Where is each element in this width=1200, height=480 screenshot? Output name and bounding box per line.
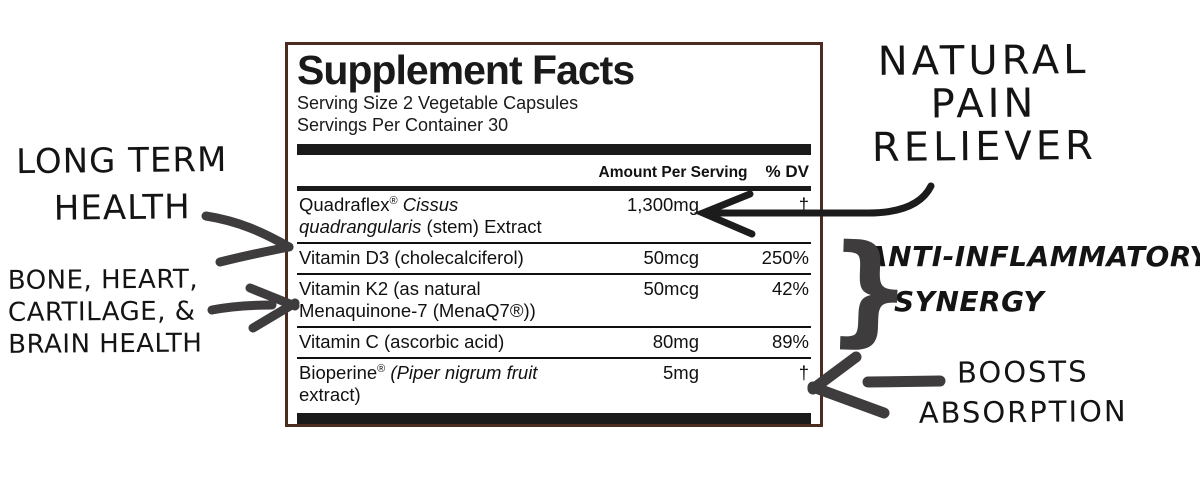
table-row: Vitamin K2 (as natural Menaquinone-7 (Men… [297,273,811,326]
annotation-bone-heart-health: BONE, HEART, CARTILAGE, & BRAIN HEALTH [8,263,254,361]
table-row: Vitamin D3 (cholecalciferol) 50mcg 250% [297,242,811,273]
annotation-line: BRAIN HEALTH [8,328,203,360]
annotation-line: BONE, HEART, [7,264,199,296]
servings-per-container: Servings Per Container 30 [297,114,509,135]
ingredient-name: Bioperine® (Piper nigrum fruit extract) [299,362,538,405]
annotation-anti-inflammatory-synergy: ANTI-INFLAMMATORY SYNERGY [866,234,1200,324]
ingredient-amount: 80mg [652,331,699,352]
ingredient-dv: † [798,194,809,215]
annotation-line: ABSORPTION [918,394,1128,430]
ingredient-name: Vitamin D3 (cholecalciferol) [299,247,524,268]
serving-size: Serving Size 2 Vegetable Capsules [297,93,579,113]
column-headers: Amount Per Serving % DV [297,155,811,186]
ingredient-dv: 42% [771,278,809,299]
facts-rows: Quadraflex® Cissus quadrangularis (stem) … [297,191,811,410]
ingredient-name: Vitamin C (ascorbic acid) [299,331,505,352]
annotation-line: RELIEVER [871,123,1097,171]
ingredient-name: Quadraflex® Cissus quadrangularis (stem) … [299,194,542,237]
annotation-line: LONG TERM [15,139,228,183]
table-row: Bioperine® (Piper nigrum fruit extract) 5… [297,357,811,410]
annotation-line: PAIN [930,80,1038,128]
annotation-boosts-absorption: BOOSTS ABSORPTION [880,351,1167,433]
ingredient-dv: 250% [761,247,809,268]
ingredient-amount: 50mcg [643,247,699,268]
ingredient-dv: 89% [771,331,809,352]
ingredient-amount: 5mg [663,362,699,383]
annotation-line: BOOSTS [956,354,1089,390]
divider-thick-bottom [297,413,811,424]
panel-title: Supplement Facts [297,47,635,93]
annotation-long-term-health: LONG TERM HEALTH [6,137,239,233]
annotation-line: SYNERGY [894,285,1045,318]
divider-thick-top [297,144,811,155]
amount-column-header: Amount Per Serving [598,164,748,181]
ingredient-dv: † [798,362,809,383]
table-row: Quadraflex® Cissus quadrangularis (stem) … [297,191,811,242]
annotation-line: ANTI-INFLAMMATORY [866,240,1200,273]
ingredient-name: Vitamin K2 (as natural Menaquinone-7 (Men… [299,278,536,321]
annotation-line: HEALTH [53,187,191,229]
supplement-facts-panel: Supplement Facts Serving Size 2 Vegetabl… [285,42,823,427]
ingredient-amount: 50mcg [643,278,699,299]
divider-medium [297,186,811,191]
table-row: Vitamin C (ascorbic acid) 80mg 89% [297,326,811,357]
annotation-line: CARTILAGE, & [7,296,196,328]
ingredient-amount: 1,300mg [627,194,699,215]
annotation-natural-pain-reliever: NATURAL PAIN RELIEVER [837,37,1130,171]
annotation-line: NATURAL [877,37,1090,85]
dv-column-header: % DV [765,162,809,181]
